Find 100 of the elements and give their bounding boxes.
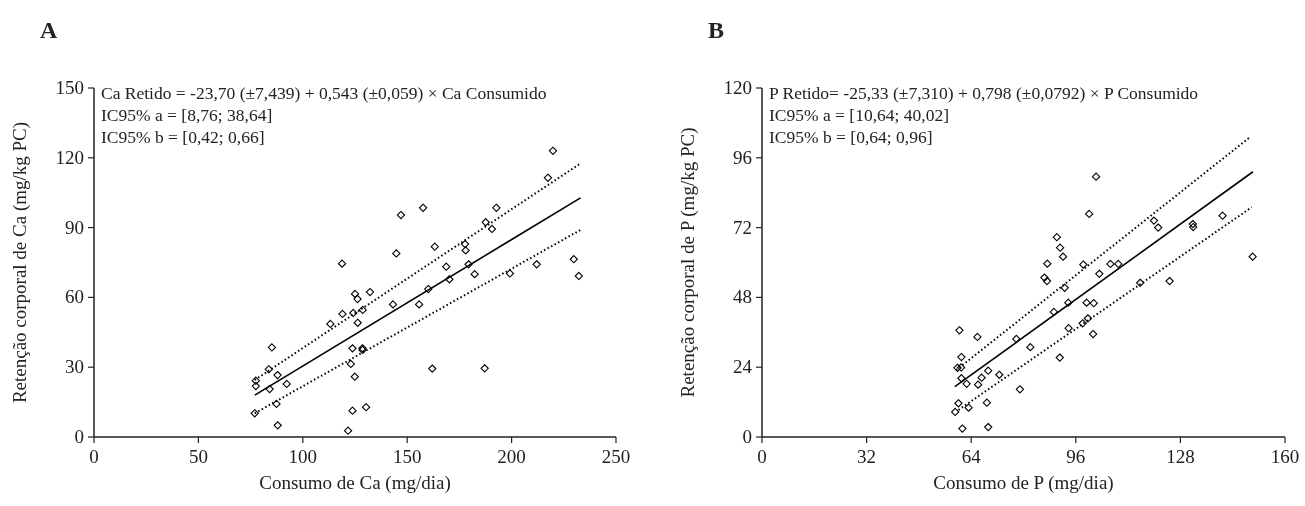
point bbox=[337, 259, 347, 268]
point bbox=[492, 203, 501, 212]
y-tick-label: 72 bbox=[733, 216, 752, 238]
point bbox=[487, 224, 497, 234]
point bbox=[995, 370, 1004, 379]
point bbox=[1088, 329, 1098, 339]
point bbox=[1149, 216, 1159, 225]
point bbox=[1055, 353, 1064, 362]
point bbox=[343, 426, 353, 435]
point bbox=[1079, 260, 1088, 269]
point bbox=[358, 305, 367, 315]
point bbox=[346, 359, 355, 369]
point bbox=[1055, 243, 1065, 252]
annotation: IC95% b = [0,64; 0,96] bbox=[769, 127, 933, 147]
y-tick-label: 120 bbox=[55, 146, 84, 168]
point bbox=[955, 326, 964, 335]
point bbox=[250, 409, 259, 418]
point bbox=[505, 269, 515, 278]
point bbox=[460, 239, 470, 249]
point bbox=[1136, 278, 1145, 288]
y-tick-label: 60 bbox=[65, 286, 84, 308]
x-axis-title: Consumo de Ca (mg/dia) bbox=[259, 472, 451, 494]
x-tick-label: 128 bbox=[1166, 446, 1195, 467]
point bbox=[1089, 299, 1098, 308]
point bbox=[569, 255, 578, 264]
point bbox=[1188, 219, 1197, 229]
x-tick-label: 100 bbox=[288, 446, 318, 467]
x-tick-label: 96 bbox=[1066, 446, 1086, 467]
x-tick-label: 200 bbox=[497, 446, 526, 467]
y-tick-label: 48 bbox=[733, 286, 752, 308]
point bbox=[251, 376, 260, 385]
point bbox=[428, 364, 437, 373]
annotation: P Retido= -25,33 (±7,310) + 0,798 (±0,0792) × P Consumido bbox=[769, 83, 1199, 103]
x-tick-label: 50 bbox=[188, 446, 208, 467]
x-tick-label: 160 bbox=[1270, 446, 1300, 467]
point bbox=[265, 384, 274, 394]
point bbox=[424, 284, 433, 294]
point bbox=[1082, 298, 1091, 307]
point bbox=[1015, 385, 1025, 394]
point bbox=[1052, 233, 1061, 242]
point bbox=[548, 146, 558, 155]
point bbox=[574, 271, 583, 281]
point bbox=[1064, 298, 1073, 307]
point bbox=[353, 294, 362, 304]
y-axis-title: Retenção corporal de Ca (mg/kg PC) bbox=[9, 121, 31, 404]
point bbox=[481, 218, 490, 227]
point bbox=[267, 343, 277, 352]
point bbox=[1042, 276, 1052, 286]
point bbox=[361, 403, 371, 412]
point bbox=[1218, 211, 1227, 220]
point bbox=[1060, 283, 1069, 292]
chart-title: A bbox=[40, 17, 58, 43]
point bbox=[957, 352, 966, 362]
point bbox=[953, 363, 962, 372]
point bbox=[353, 318, 362, 327]
point bbox=[1165, 276, 1174, 286]
point bbox=[264, 365, 273, 374]
point bbox=[273, 370, 282, 380]
point bbox=[350, 289, 360, 299]
point bbox=[430, 242, 439, 251]
point bbox=[445, 275, 454, 284]
point bbox=[418, 203, 428, 212]
point bbox=[984, 366, 993, 375]
x-tick-label: 32 bbox=[857, 446, 877, 467]
point bbox=[388, 300, 398, 309]
y-axis-title: Retenção corporal de P (mg/kg PC) bbox=[677, 127, 699, 398]
point bbox=[958, 424, 967, 433]
annotation: IC95% a = [10,64; 40,02] bbox=[769, 105, 949, 125]
point bbox=[273, 421, 282, 430]
point bbox=[272, 399, 281, 409]
point bbox=[414, 300, 424, 309]
point bbox=[326, 319, 335, 329]
point bbox=[348, 406, 357, 415]
point bbox=[1114, 259, 1123, 269]
point bbox=[1154, 223, 1163, 232]
point bbox=[1058, 252, 1068, 261]
point bbox=[956, 363, 966, 372]
point bbox=[1083, 314, 1093, 323]
y-tick-label: 0 bbox=[74, 426, 84, 447]
y-tick-label: 150 bbox=[55, 77, 84, 98]
point bbox=[392, 249, 401, 258]
y-tick-label: 24 bbox=[733, 356, 753, 378]
point bbox=[962, 379, 971, 388]
point bbox=[964, 403, 973, 412]
x-tick-label: 64 bbox=[961, 446, 982, 467]
point bbox=[977, 373, 986, 382]
annotation: IC95% b = [0,42; 0,66] bbox=[101, 127, 265, 147]
point bbox=[957, 374, 966, 383]
point bbox=[348, 344, 357, 353]
y-tick-label: 30 bbox=[65, 356, 84, 378]
point bbox=[350, 372, 359, 381]
point bbox=[973, 380, 983, 389]
x-tick-label: 250 bbox=[601, 446, 631, 467]
point bbox=[1049, 307, 1059, 317]
chart-title: B bbox=[708, 17, 725, 43]
point bbox=[461, 246, 470, 255]
point bbox=[1064, 324, 1073, 333]
point bbox=[251, 381, 260, 391]
annotation: IC95% a = [8,76; 38,64] bbox=[101, 105, 273, 125]
point bbox=[1012, 334, 1021, 344]
